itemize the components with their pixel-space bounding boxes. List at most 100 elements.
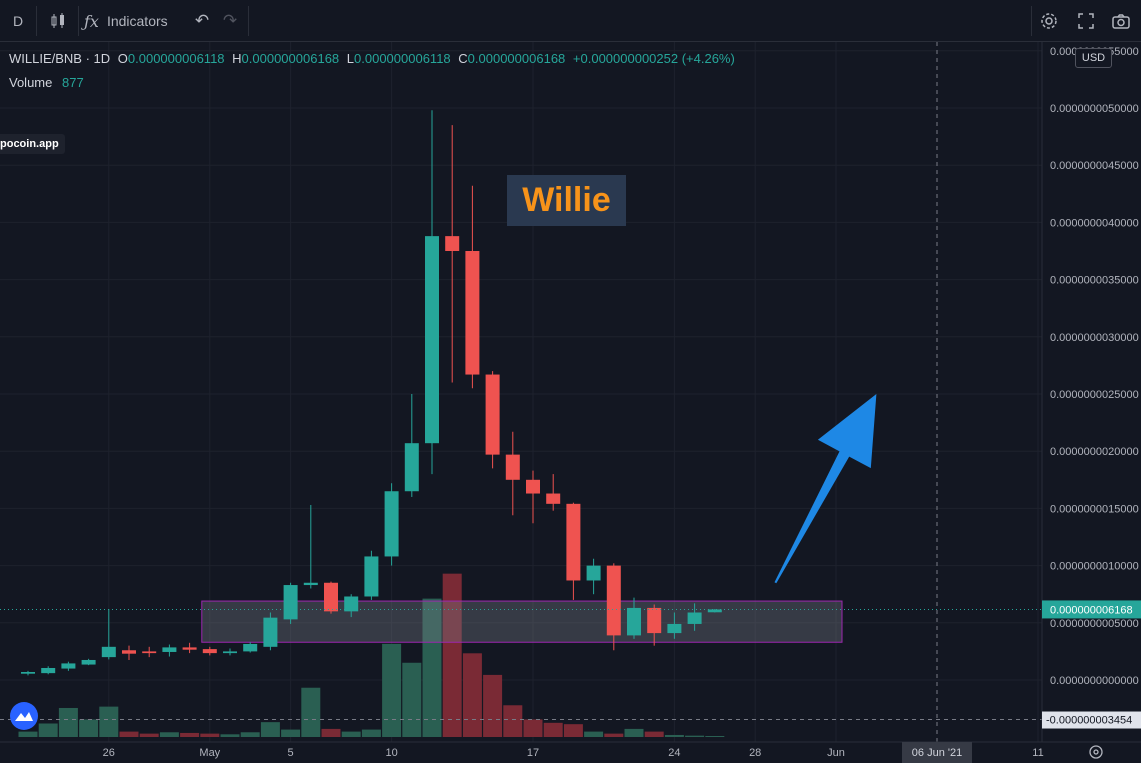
candles-icon bbox=[51, 13, 64, 28]
last-price-label: 0.000000006168 bbox=[1050, 604, 1133, 616]
candle-body bbox=[606, 565, 621, 636]
volume-bar bbox=[200, 733, 220, 737]
toolbar-divider bbox=[36, 6, 37, 36]
candle-body bbox=[667, 623, 682, 634]
interval-label: D bbox=[12, 13, 24, 29]
volume-bar bbox=[664, 734, 684, 737]
candle-body bbox=[627, 607, 641, 636]
price-tick-label: 0.0000000050000 bbox=[1050, 103, 1139, 115]
price-tick-label: 0.0000000005000 bbox=[1050, 618, 1139, 630]
volume-bar bbox=[402, 662, 422, 737]
volume-bar bbox=[523, 719, 543, 737]
tradingview-logo[interactable] bbox=[10, 702, 38, 730]
volume-bar bbox=[483, 674, 503, 737]
snapshot-button[interactable] bbox=[1106, 0, 1136, 42]
candle-body bbox=[263, 617, 278, 647]
time-axis[interactable] bbox=[0, 742, 1141, 763]
candle-body bbox=[283, 585, 298, 620]
volume-bar bbox=[38, 723, 58, 737]
volume-value: 877 bbox=[62, 75, 84, 90]
candle-body bbox=[41, 667, 56, 674]
candle-body bbox=[61, 663, 76, 669]
volume-bar bbox=[644, 731, 664, 737]
interval-button[interactable]: D bbox=[0, 0, 36, 42]
volume-bar bbox=[705, 736, 725, 737]
volume-bar bbox=[462, 653, 482, 737]
candle-body bbox=[465, 251, 480, 375]
time-tick-label: 24 bbox=[668, 747, 680, 759]
fullscreen-icon bbox=[1078, 13, 1094, 29]
top-toolbar: D ƒx Indicators ↶ ↷ bbox=[0, 0, 1141, 42]
volume-bar bbox=[321, 728, 341, 737]
time-tick-label: 11 bbox=[1032, 747, 1043, 759]
candle-body bbox=[526, 479, 540, 494]
price-tick-label: 0.0000000000000 bbox=[1050, 675, 1139, 687]
candle-body bbox=[303, 582, 318, 586]
close-key: C bbox=[458, 51, 468, 66]
candle-body bbox=[142, 651, 157, 654]
time-axis-labels: 26 May 5 10 17 24 28 Jun 11 bbox=[103, 747, 1044, 759]
candle-body bbox=[647, 607, 662, 634]
currency-label: USD bbox=[1081, 52, 1106, 64]
candle-body bbox=[122, 650, 136, 654]
volume-bar bbox=[220, 734, 240, 737]
arrow-icon bbox=[774, 394, 877, 584]
candle-body bbox=[364, 556, 379, 597]
candle-body bbox=[324, 582, 338, 612]
candle-body bbox=[223, 651, 237, 654]
volume-bar bbox=[543, 722, 563, 737]
time-tick-label: 5 bbox=[288, 747, 294, 759]
candle-body bbox=[586, 565, 601, 581]
volume-bar bbox=[624, 728, 644, 737]
volume-bar bbox=[563, 724, 583, 737]
settings-button[interactable] bbox=[1035, 0, 1063, 42]
volume-bar bbox=[301, 687, 321, 737]
min-label-bg bbox=[1042, 711, 1141, 729]
volume-bar bbox=[99, 706, 119, 737]
candle-body bbox=[707, 609, 722, 613]
volume-bar bbox=[422, 598, 442, 737]
volume-bar bbox=[341, 731, 361, 737]
candlesticks bbox=[21, 110, 722, 676]
price-tick-label: 0.0000000040000 bbox=[1050, 217, 1139, 229]
chart-type-button[interactable] bbox=[40, 0, 76, 42]
candle-body bbox=[687, 612, 702, 624]
price-axis[interactable] bbox=[1042, 42, 1141, 742]
candle-body bbox=[101, 646, 116, 658]
symbol-label[interactable]: WILLIE/BNB · 1D bbox=[9, 51, 111, 66]
volume-bar bbox=[503, 705, 523, 737]
candle-body bbox=[384, 491, 399, 557]
time-tick-label: Jun bbox=[827, 747, 845, 759]
fullscreen-button[interactable] bbox=[1071, 0, 1101, 42]
ohlc-legend: WILLIE/BNB · 1D O0.000000006118 H0.00000… bbox=[9, 51, 739, 66]
source-badge[interactable]: pocoin.app bbox=[0, 134, 65, 154]
price-tick-label: 0.0000000010000 bbox=[1050, 561, 1139, 573]
candle-body bbox=[243, 643, 258, 652]
volume-bar bbox=[139, 733, 159, 737]
candle-body bbox=[21, 671, 35, 674]
volume-legend: Volume 877 bbox=[9, 75, 84, 90]
volume-bar bbox=[79, 719, 99, 737]
axis-settings-icon bbox=[1089, 745, 1103, 759]
price-tick-label: 0.0000000015000 bbox=[1050, 503, 1139, 515]
candle-body bbox=[81, 659, 96, 665]
volume-bar bbox=[240, 732, 260, 737]
indicators-button[interactable]: ƒx Indicators bbox=[84, 0, 184, 42]
camera-icon bbox=[1112, 14, 1130, 29]
undo-button[interactable]: ↶ bbox=[190, 0, 214, 42]
time-tick-label: 17 bbox=[527, 747, 539, 759]
volume-bar bbox=[58, 707, 78, 737]
close-value: 0.000000006168 bbox=[467, 51, 566, 66]
willie-annotation[interactable]: Willie bbox=[507, 175, 626, 226]
currency-selector[interactable]: USD bbox=[1075, 48, 1112, 68]
candle-body bbox=[505, 454, 520, 480]
candle-body bbox=[566, 503, 581, 581]
volume-bar bbox=[382, 643, 402, 737]
redo-button[interactable]: ↷ bbox=[218, 0, 242, 42]
low-key: L bbox=[346, 51, 355, 66]
volume-bar bbox=[159, 732, 179, 737]
candle-body bbox=[202, 649, 217, 654]
candle-body bbox=[485, 374, 500, 455]
time-tick-label: 26 bbox=[103, 747, 115, 759]
